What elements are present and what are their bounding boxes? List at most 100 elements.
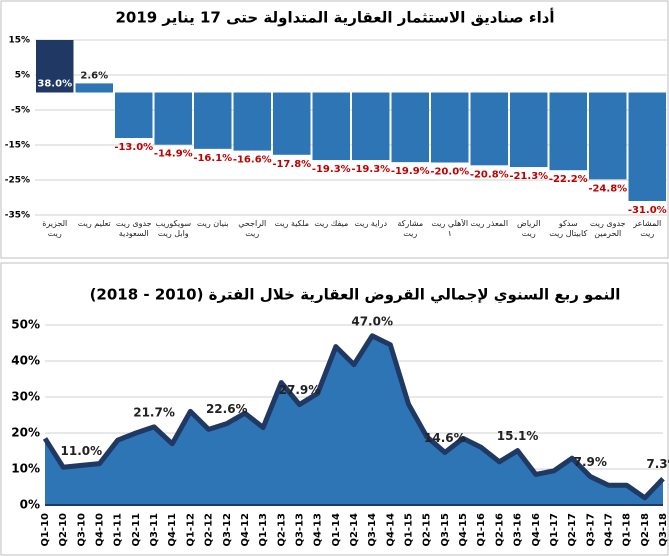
x-tick-label: Q3-10 [76,513,87,547]
y-tick-label: 5% [15,71,30,81]
y-tick-label: -15% [5,141,30,151]
value-label: 14.6% [424,431,466,445]
bar [154,92,192,145]
x-tick-label: Q1-14 [331,513,342,547]
value-label: -20.0% [430,167,469,178]
x-tick-label: Q3-11 [149,513,160,547]
x-tick-label: Q4-17 [603,513,614,547]
x-tick-label: الأهلي ريت ١ [431,219,469,238]
value-label: -24.8% [588,183,627,194]
x-tick-label: مشاركة ريت [397,219,424,238]
x-tick-label: Q1-17 [549,513,560,547]
x-tick-label: ملكية ريت [274,219,310,228]
bar [194,92,232,149]
value-label: -19.9% [391,166,430,177]
value-label: 7.9% [574,455,607,469]
x-tick-label-box: المشاعر ريت [633,219,661,238]
x-tick-label: Q4-10 [95,513,106,547]
x-tick-label: جدوى ريت الحرمين [589,219,626,238]
bar [470,92,508,166]
y-tick-label: -35% [5,211,30,221]
x-tick-label-box: سدكو كابيتال ريت [549,219,588,238]
x-tick-label: Q2-11 [131,513,142,547]
bar [391,92,429,163]
value-label: 2.6% [80,70,108,81]
x-tick-label: المعذر ريت [470,219,509,228]
y-tick-label: 50% [11,318,40,332]
value-label: 11.0% [61,444,103,458]
bar [549,92,587,171]
value-label: -16.1% [193,153,232,164]
x-tick-label: Q1-13 [258,513,269,547]
x-tick-label: Q3-16 [513,513,524,547]
y-tick-label: 30% [11,390,40,404]
x-tick-label-box: ميفك ريت [314,219,348,228]
chart-title: النمو ربع السنوي لإجمالي القروض العقارية… [90,286,621,305]
x-tick-label-box: جدوى ريت الحرمين [589,219,626,238]
x-tick-label: Q2-13 [276,513,287,547]
x-tick-label: بنيان ريت [196,219,229,228]
line [42,333,665,501]
value-label: -22.2% [549,174,588,185]
value-label: 21.7% [133,405,175,419]
x-tick-label: Q2-16 [494,513,505,547]
x-tick-label-box: جدوى ريت السعودية [116,219,152,238]
x-tick-label: دراية ريت [354,219,388,228]
x-tick-label-box: ملكية ريت [274,219,310,228]
value-label: -16.6% [233,155,272,166]
value-label: -13.0% [114,142,153,153]
x-tick-label-box: سويكوريب وابل ريت [155,219,192,238]
x-tick-label: Q4-13 [313,513,324,547]
x-tick-label: Q2-12 [204,513,215,547]
value-label: -31.0% [628,205,667,216]
value-label: 7.3% [646,457,669,471]
y-tick-label: -5% [11,106,30,116]
value-label: 15.1% [497,429,539,443]
bar [115,92,153,138]
area [45,335,663,505]
x-tick-label: Q2-14 [349,513,360,547]
bar [75,83,113,93]
x-tick-label: الراجحي ريت [238,219,267,238]
x-tick-label: Q4-12 [240,513,251,547]
x-tick-label: Q4-11 [167,513,178,547]
x-tick-label-box: الأهلي ريت ١ [431,219,469,238]
chart-title: أداء صناديق الاستثمار العقارية المتداولة… [115,8,554,27]
x-tick-label: Q1-10 [40,513,51,547]
bar [352,92,390,161]
bar [233,92,271,151]
x-tick-label-box: مشاركة ريت [397,219,424,238]
x-tick-label-box: بنيان ريت [196,219,229,228]
value-label: 22.6% [206,402,248,416]
value-label: 47.0% [351,314,393,328]
value-label: 27.9% [279,383,321,397]
x-tick-label: Q3-13 [294,513,305,547]
bar [628,92,666,201]
value-label: 38.0% [37,79,72,90]
x-tick-label: Q4-14 [385,513,396,547]
x-tick-label: Q1-11 [113,513,124,547]
x-tick-label-box: الرياض ريت [517,219,540,238]
y-tick-label: 10% [11,462,40,476]
bar [36,40,74,93]
x-tick-label: Q3-12 [222,513,233,547]
x-tick-label: Q4-16 [531,513,542,547]
x-tick-label: Q3-17 [585,513,596,547]
x-tick-label: Q2-10 [58,513,69,547]
bar [312,92,350,161]
y-tick-label: 15% [8,36,30,46]
x-tick-label: Q3-15 [440,513,451,547]
x-tick-label: Q1-12 [185,513,196,547]
bar [431,92,469,163]
x-tick-label: سويكوريب وابل ريت [155,219,192,238]
y-tick-label: 20% [11,426,40,440]
bar [510,92,548,168]
x-tick-label: تعليم ريت [77,219,111,228]
x-tick-label-box: تعليم ريت [77,219,111,228]
x-tick-label: سدكو كابيتال ريت [549,219,588,238]
x-tick-label: Q1-18 [622,513,633,547]
value-label: -21.3% [509,171,548,182]
y-tick-label: -25% [5,176,30,186]
value-label: -20.8% [470,169,509,180]
